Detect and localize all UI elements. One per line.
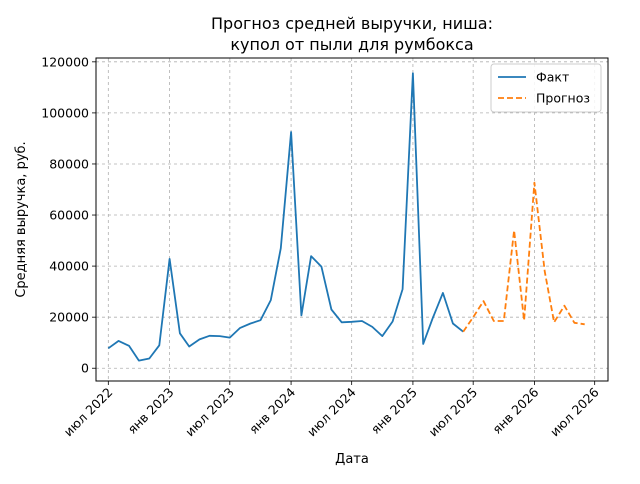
x-tick-label: янв 2024 [246, 384, 298, 436]
y-tick-label: 100000 [41, 105, 89, 120]
x-tick-label: июл 2022 [61, 385, 116, 440]
x-axis-label: Дата [335, 452, 369, 467]
y-tick-label: 20000 [49, 310, 89, 325]
grid [96, 58, 608, 381]
series-layer [107, 72, 585, 362]
series-line-forecast [462, 181, 585, 333]
chart-title-line-1: Прогноз средней выручки, ниша: [211, 14, 493, 33]
legend: Факт Прогноз [490, 63, 602, 113]
x-tick-label: янв 2023 [124, 385, 176, 437]
chart-title-line-2: купол от пыли для румбокса [230, 35, 473, 54]
y-tick-label: 40000 [49, 259, 89, 274]
x-tick-label: июл 2024 [304, 384, 359, 439]
legend-label-forecast: Прогноз [536, 91, 590, 106]
x-tick-label: янв 2025 [368, 385, 420, 437]
x-tick-label: июл 2025 [426, 385, 481, 440]
x-axis-ticks: июл 2022 янв 2023 июл 2023 янв 2024 июл 2024… [61, 381, 602, 439]
y-axis-ticks: 0 20000 40000 60000 80000 100000 120000 [41, 54, 96, 376]
y-tick-label: 0 [81, 361, 89, 376]
y-axis-label: Средняя выручка, руб. [14, 141, 29, 297]
y-tick-label: 60000 [49, 208, 89, 223]
x-tick-label: июл 2026 [547, 384, 602, 439]
y-tick-label: 80000 [49, 156, 89, 171]
x-tick-label: июл 2023 [182, 385, 237, 440]
x-tick-label: янв 2026 [489, 384, 541, 436]
y-tick-label: 120000 [41, 54, 89, 69]
series-line-fact [107, 72, 464, 362]
legend-label-fact: Факт [536, 70, 569, 85]
legend-box [490, 63, 602, 113]
